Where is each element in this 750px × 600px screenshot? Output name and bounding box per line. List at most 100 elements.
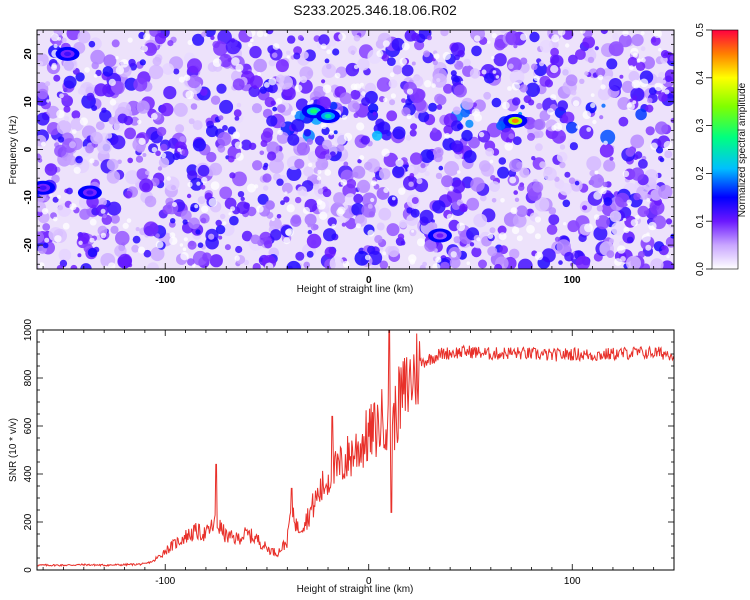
spectrogram-cell [143, 249, 152, 258]
spectrogram-cell [208, 233, 215, 240]
spectrogram-cell [110, 214, 120, 224]
spectrogram-cell [408, 181, 414, 187]
spectrogram-cell [520, 104, 525, 110]
spectrogram-cell [438, 165, 444, 171]
spectrogram-gap [640, 31, 645, 36]
spectrogram-cell [566, 121, 578, 134]
spectrogram-cell [317, 188, 324, 195]
spectrogram-gap [631, 79, 641, 89]
spectrogram-gap [100, 232, 107, 239]
spectrogram-cell [544, 79, 554, 88]
spectrogram-cell [125, 170, 140, 185]
spectrogram-cell [401, 64, 414, 77]
spectrogram-gap [247, 183, 256, 193]
spectrogram-cell [266, 30, 274, 35]
spectrogram-cell [353, 34, 361, 42]
spectrogram-cell [115, 230, 130, 246]
spectrogram-cell [124, 190, 133, 199]
spectrogram-cell [631, 34, 644, 47]
spectrogram-gap [41, 141, 46, 147]
colorbar: 0.0 0.1 0.2 0.3 0.4 0.5 Normalized spectral a… [695, 23, 748, 276]
spectrogram-cell [215, 224, 226, 235]
spectrogram-cell [357, 57, 370, 71]
spectrogram-gap [286, 204, 295, 213]
spectrogram-gap [383, 97, 388, 103]
spectrogram-cell [532, 181, 544, 193]
colorbar-gradient [711, 29, 739, 270]
spectrogram-cell [473, 213, 488, 228]
spectrogram-cell [376, 222, 385, 231]
spectrogram-cell [86, 92, 95, 101]
spectrogram-cell [372, 130, 383, 141]
spectrogram-cell [297, 35, 304, 41]
spectrogram-gap [294, 84, 303, 92]
spectrogram-cell [59, 93, 64, 99]
spectrogram-cell [304, 213, 317, 226]
spectrogram-cell [157, 166, 163, 171]
spectrogram-cell [188, 118, 195, 125]
spectrogram-cell [444, 161, 459, 176]
spectrogram-cell [218, 53, 233, 68]
spectrogram-cell [91, 61, 99, 70]
spectrogram-cell [386, 223, 400, 237]
spectrogram-cell [143, 221, 159, 237]
spectrogram-gap [526, 224, 535, 234]
spectrogram-cell [85, 144, 94, 154]
spectrogram-cell [451, 140, 464, 153]
spectrogram-gap [187, 39, 193, 46]
spectrogram-gap [476, 237, 481, 242]
spectrogram-cell [303, 261, 311, 269]
spectrogram-gap [509, 176, 517, 184]
spectrogram-cell [197, 164, 210, 177]
spectrogram-cell [154, 32, 166, 45]
spectrogram-cell [270, 229, 282, 241]
spectrogram-gap [390, 93, 396, 99]
spectrogram-gap [392, 196, 396, 201]
spectrogram-cell [324, 246, 336, 258]
spectrogram-cell [110, 225, 119, 234]
spectrogram-cell [79, 208, 91, 220]
spectrogram-cell [321, 63, 337, 78]
spectrogram-gap [53, 43, 58, 49]
spectrogram-cell [144, 195, 157, 208]
spectrogram-cell [215, 219, 222, 227]
spectrogram-cell [602, 181, 608, 187]
spectrogram-cell [291, 118, 305, 132]
spectrogram-gap [597, 74, 604, 81]
spectrogram-cell [603, 159, 616, 172]
spectrogram-cell [559, 144, 566, 150]
spectrogram-cell [200, 88, 208, 96]
spectrogram-gap [600, 187, 607, 195]
spectrogram-cell [660, 260, 674, 269]
spectrogram-cell [550, 54, 564, 68]
spectrogram-cell [118, 253, 133, 268]
spectrogram-gap [194, 204, 199, 209]
x-tick-label: 100 [564, 275, 581, 286]
spectrogram-gap [84, 67, 90, 73]
spectrogram-cell [451, 74, 459, 82]
spectrogram-feature-core [324, 113, 332, 119]
spectrogram-gap [182, 247, 187, 251]
spectrogram-gap [534, 251, 544, 261]
spectrogram-gap [446, 213, 453, 220]
spectrogram-cell [517, 258, 533, 269]
spectrogram-gap [590, 102, 596, 109]
spectrogram-gap [183, 74, 191, 81]
spectrogram-cell [147, 262, 159, 269]
spectrogram-cell [621, 80, 635, 93]
spectrogram-gap [646, 198, 651, 202]
spectrogram-cell [44, 197, 49, 202]
spectrogram-gap [286, 55, 290, 59]
spectrogram-cell [432, 127, 438, 133]
spectrogram-cell [539, 39, 553, 53]
spectrogram-cell [267, 82, 278, 94]
spectrogram-gap [401, 42, 410, 51]
spectrogram-gap [510, 207, 518, 215]
spectrogram-gap [481, 69, 487, 75]
spectrogram-cell [99, 109, 112, 123]
spectrogram-cell [124, 127, 136, 140]
spectrogram-cell [160, 143, 168, 152]
spectrogram-cell [587, 56, 595, 64]
spectrogram-cell [551, 129, 567, 144]
